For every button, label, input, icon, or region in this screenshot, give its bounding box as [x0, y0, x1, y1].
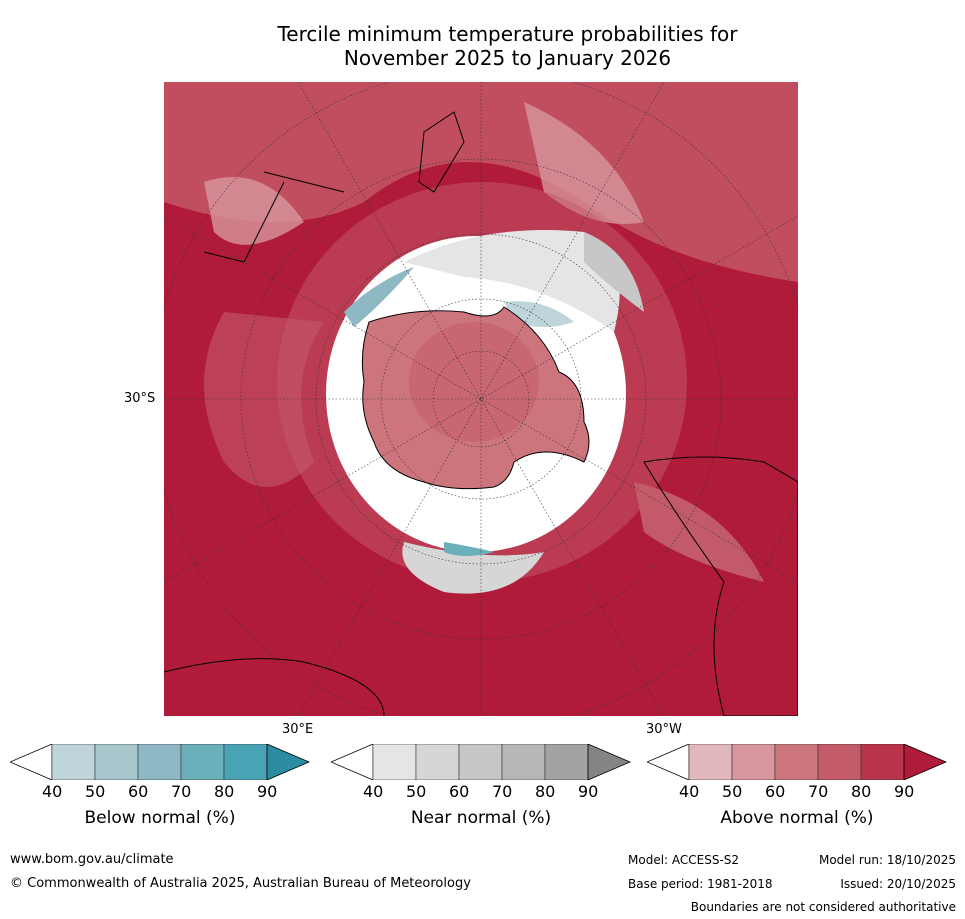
colorbar-segment [731, 744, 776, 780]
colorbar-under-triangle [10, 744, 53, 780]
colorbar-tick: 40 [42, 782, 63, 801]
colorbar-tick: 50 [85, 782, 106, 801]
probability-map [164, 82, 798, 716]
colorbar-tick: 80 [535, 782, 556, 801]
colorbar-segment [817, 744, 862, 780]
latitude-label: 30°S [124, 391, 156, 406]
model-text: Model: ACCESS-S2 [628, 853, 740, 867]
colorbar-tick: 90 [894, 782, 915, 801]
colorbar-tick: 80 [214, 782, 235, 801]
colorbar-1 [331, 744, 631, 780]
title-line-1: Tercile minimum temperature probabilitie… [277, 22, 738, 46]
colorbar-segment [415, 744, 460, 780]
colorbar-tick: 60 [449, 782, 470, 801]
colorbar-2 [647, 744, 947, 780]
colorbar-label: Above normal (%) [720, 808, 874, 828]
issued-text: Issued: 20/10/2025 [840, 877, 956, 891]
copyright-text: © Commonwealth of Australia 2025, Austra… [10, 876, 471, 891]
colorbar-segment [94, 744, 139, 780]
model-run-text: Model run: 18/10/2025 [818, 853, 956, 867]
colorbar-segment [774, 744, 819, 780]
title-line-2: November 2025 to January 2026 [343, 46, 672, 70]
colorbar-0 [10, 744, 310, 780]
colorbar-tick: 70 [171, 782, 192, 801]
colorbar-segment [501, 744, 546, 780]
colorbar-over-triangle [587, 744, 631, 780]
colorbar-segment [51, 744, 96, 780]
longitude-label-west: 30°W [646, 722, 682, 737]
colorbar-label: Near normal (%) [410, 808, 552, 828]
colorbar-under-triangle [647, 744, 690, 780]
colorbar-over-triangle [903, 744, 947, 780]
colorbar-tick: 70 [492, 782, 513, 801]
colorbar-tick: 50 [722, 782, 743, 801]
colorbar-segment [458, 744, 503, 780]
colorbar-tick: 60 [765, 782, 786, 801]
colorbar-segment [137, 744, 182, 780]
colorbar-segment [688, 744, 733, 780]
colorbar-under-triangle [331, 744, 374, 780]
colorbar-segment [223, 744, 268, 780]
colorbar-tick: 40 [363, 782, 384, 801]
colorbar-over-triangle [266, 744, 310, 780]
website-link[interactable]: www.bom.gov.au/climate [10, 852, 174, 867]
colorbar-segment [544, 744, 589, 780]
disclaimer-text: Boundaries are not considered authoritat… [690, 900, 956, 914]
colorbar-tick: 80 [851, 782, 872, 801]
longitude-label-east: 30°E [282, 722, 314, 737]
colorbar-tick: 90 [257, 782, 278, 801]
colorbar-segment [180, 744, 225, 780]
base-period-text: Base period: 1981-2018 [628, 877, 773, 891]
map-title: Tercile minimum temperature probabilitie… [0, 22, 965, 70]
colorbar-segment [372, 744, 417, 780]
colorbar-tick: 60 [128, 782, 149, 801]
colorbar-tick: 50 [406, 782, 427, 801]
colorbar-segment [860, 744, 905, 780]
colorbar-tick: 40 [679, 782, 700, 801]
colorbar-tick: 70 [808, 782, 829, 801]
colorbar-label: Below normal (%) [84, 808, 236, 828]
colorbar-tick: 90 [578, 782, 599, 801]
